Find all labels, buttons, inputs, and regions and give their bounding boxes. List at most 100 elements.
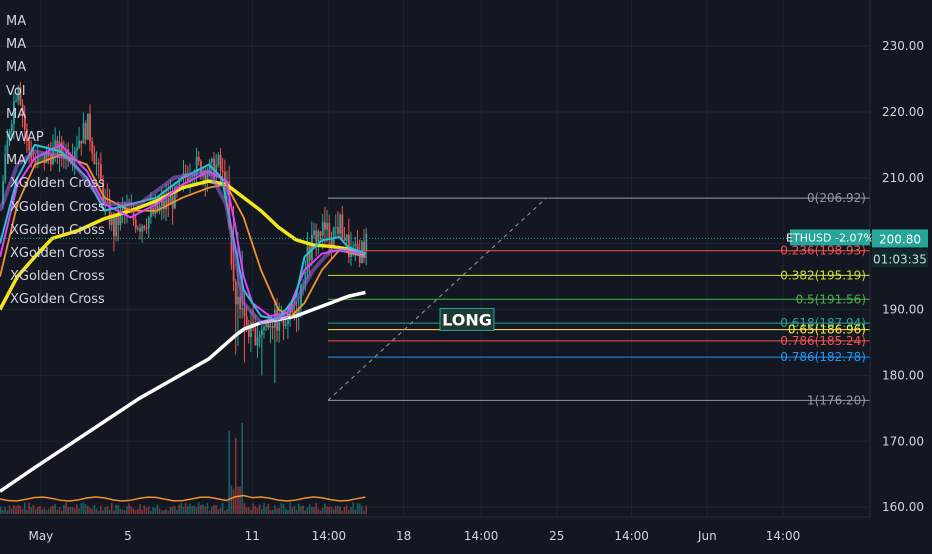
volume-bar [232,489,235,514]
candle-body [21,104,24,114]
volume-bar [73,508,76,514]
candle-body [330,239,333,245]
candle-body [169,196,172,205]
volume-bar [313,507,315,514]
candle-body [147,217,150,229]
y-tick-label: 160.00 [882,500,924,514]
indicator-legend-item[interactable]: XGolden Cross [10,292,105,308]
volume-bar [321,507,324,514]
volume-bar [332,508,335,514]
annotations[interactable]: LONG [439,307,495,331]
volume-bar [363,510,365,514]
indicator-legend-item[interactable]: Vol [6,83,26,99]
candle-body [278,313,281,331]
candle-body [17,87,20,101]
indicator-legend-item[interactable]: XGolden Cross [10,245,105,261]
indicator-legend-item[interactable]: MA [6,14,27,29]
candle-body [15,100,18,102]
candle-body [343,238,346,241]
volume-bar [30,507,33,514]
volume-bar [78,508,80,514]
indicator-legend-item[interactable]: VWAP [6,129,44,145]
volume-bar [137,508,139,514]
candle-body [317,231,320,242]
y-tick-label: 230.00 [882,39,924,53]
volume-bar [169,507,172,514]
volume-bar [63,504,65,514]
volume-bar [160,510,163,514]
volume-bar [156,504,159,514]
candle-body [332,227,335,245]
ma-line [0,290,366,493]
candle-body [60,142,63,154]
candle-body [43,153,46,164]
fib-trend-line [327,197,547,401]
candle-body [354,243,357,246]
volume-bar [19,505,22,514]
volume-bar [319,510,322,514]
y-tick-label: 220.00 [882,105,924,119]
volume-bar [32,504,35,514]
volume-bar [195,507,198,514]
candle-body [234,281,237,305]
volume-bar [69,507,72,514]
last-price-label: 200.80 [879,232,921,246]
candle-body [287,320,289,325]
volume-bar [104,506,106,514]
volume-bar [245,507,248,514]
volume-bar [330,506,333,514]
volume-bar [263,503,265,514]
volume-bar [28,502,30,514]
candle-body [328,223,331,240]
volume-bar [178,505,180,514]
volume-bar [219,508,222,514]
indicator-legend-item[interactable]: XGolden Cross [10,269,105,285]
indicator-legend-item[interactable]: MA [6,60,27,76]
volume-ma-line [0,494,366,502]
y-tick-label: 190.00 [882,303,924,317]
indicator-legend-item[interactable]: XGolden Cross [10,176,105,192]
volume-bar [193,505,196,514]
x-tick-label: 14:00 [614,529,649,543]
volume-bar [102,510,104,514]
candle-body [143,225,146,229]
volume-bar [348,510,350,514]
volume-bar [254,506,257,514]
volume-bar [165,509,167,514]
volume-bar [291,507,294,514]
candle-body [78,140,81,148]
candle-body [352,245,355,247]
indicator-legend-item[interactable]: MA [6,153,27,169]
indicator-legend-item[interactable]: MA [6,37,27,53]
volume-bar [158,508,161,514]
symbol-change-label: ETHUSD -2.07% [786,231,874,244]
indicator-legend-item[interactable]: XGolden Cross [10,222,105,238]
volume-bar [306,507,309,514]
candle-body [119,209,122,225]
indicator-legend-item[interactable]: MA [6,106,27,122]
volume-bar [261,508,263,514]
price-tags: ETHUSD -2.07% 200.80 01:03:35 [786,229,928,268]
volume-bar [2,509,4,514]
candle-body [134,219,137,229]
y-tick-label: 180.00 [882,368,924,382]
candle-body [219,154,222,172]
fibonacci-retracement[interactable]: 0(206.92) 0.236(198.93) 0.382(195.19) 0.5(1… [327,191,870,407]
volume-bar [210,506,213,514]
candle-body [108,199,111,225]
candle-body [245,316,248,328]
candle-body [363,241,366,251]
volume-bar [267,503,270,514]
fib-level-label: 0.786(185.24) [780,334,866,348]
candle-body [121,206,124,210]
volume-bar [167,510,170,514]
volume-bar [250,509,252,514]
indicator-legend-item[interactable]: XGolden Cross [10,199,105,215]
candle-body [280,311,283,314]
volume-bar [43,507,46,514]
volume-bar [258,504,261,514]
candle-body [2,181,4,205]
volume-bar [304,510,307,514]
